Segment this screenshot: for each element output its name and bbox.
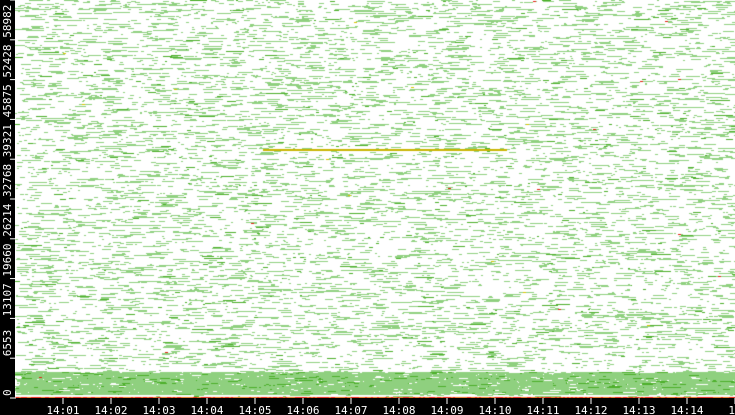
x-tick-label: 14:02 xyxy=(94,404,127,415)
y-tick-label: 58982 xyxy=(1,5,14,38)
x-tick-label: 14:11 xyxy=(526,404,559,415)
y-tick-label: 0 xyxy=(1,389,14,396)
x-tick-label: 14:05 xyxy=(238,404,271,415)
x-tick-label: 14:10 xyxy=(478,404,511,415)
x-tick-label: 14:13 xyxy=(622,404,655,415)
y-tick-label: 32768 xyxy=(1,164,14,197)
y-tick-label: 52428 xyxy=(1,44,14,77)
y-tick-label: 26214 xyxy=(1,203,14,236)
y-tick-label: 39321 xyxy=(1,124,14,157)
y-tick-label: 45875 xyxy=(1,84,14,117)
x-tick-label: 14:01 xyxy=(46,404,79,415)
x-tick-label: 14:09 xyxy=(430,404,463,415)
y-tick-label: 19660 xyxy=(1,243,14,276)
y-tick-label: 6553 xyxy=(1,330,14,357)
y-tick-label: 13107 xyxy=(1,283,14,316)
x-tick-label: 14 xyxy=(728,404,735,415)
x-tick-label: 14:12 xyxy=(574,404,607,415)
x-tick-label: 14:03 xyxy=(142,404,175,415)
x-tick-label: 14:04 xyxy=(190,404,223,415)
x-tick-label: 14:14 xyxy=(670,404,703,415)
x-tick-label: 14:07 xyxy=(334,404,367,415)
x-tick-label: 14:08 xyxy=(382,404,415,415)
heatmap-plot-area xyxy=(15,0,735,398)
x-tick-label: 14:06 xyxy=(286,404,319,415)
